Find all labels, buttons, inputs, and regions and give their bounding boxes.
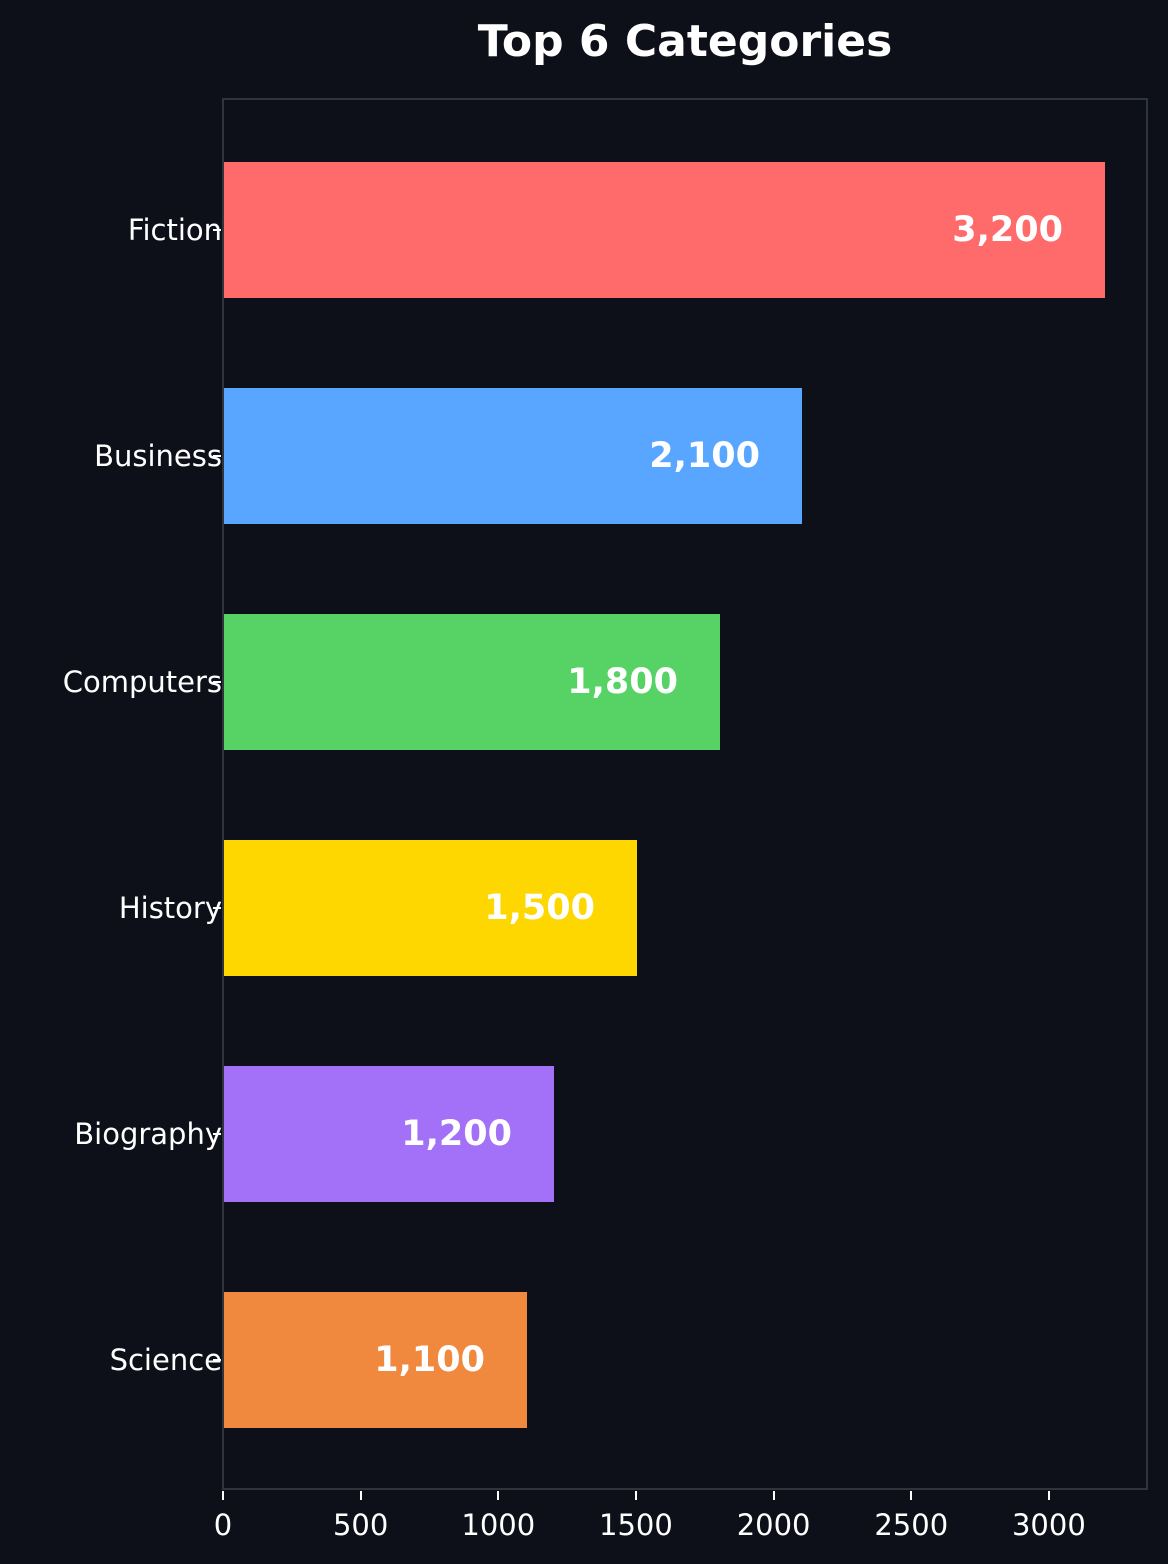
x-tick-mark	[910, 1491, 913, 1500]
plot-area	[222, 98, 1148, 1490]
x-tick-mark	[222, 1491, 224, 1500]
chart-title: Top 6 Categories	[477, 16, 893, 67]
bar-science: 1,100	[224, 1292, 527, 1428]
x-tick-label: 500	[332, 1508, 389, 1542]
y-tick-label: Business	[94, 439, 222, 473]
x-tick-label: 1000	[461, 1508, 536, 1542]
y-tick-mark	[213, 229, 221, 231]
x-tick-label: 2500	[874, 1508, 949, 1542]
bar-value-label: 2,100	[649, 436, 760, 476]
x-tick-mark	[634, 1491, 637, 1500]
x-tick-label: 0	[213, 1508, 233, 1542]
bar-computers: 1,800	[224, 614, 720, 750]
y-tick-label: Science	[109, 1343, 222, 1377]
y-tick-mark	[213, 455, 221, 457]
y-tick-mark	[213, 1359, 221, 1361]
x-tick-label: 1500	[599, 1508, 673, 1542]
x-tick-label: 2000	[736, 1508, 811, 1542]
y-tick-label: History	[118, 891, 222, 925]
y-tick-label: Fiction	[127, 213, 222, 247]
bar-value-label: 1,500	[484, 888, 595, 928]
y-tick-mark	[213, 681, 221, 683]
x-tick-label: 3000	[1011, 1508, 1086, 1542]
x-tick-mark	[497, 1491, 500, 1500]
y-tick-label: Computers	[62, 665, 222, 699]
bar-value-label: 3,200	[952, 210, 1063, 250]
y-tick-mark	[213, 907, 221, 909]
y-tick-label: Biography	[74, 1117, 222, 1151]
y-tick-mark	[213, 1133, 221, 1135]
bar-value-label: 1,800	[567, 662, 678, 702]
x-tick-mark	[359, 1491, 362, 1500]
bar-value-label: 1,200	[401, 1114, 512, 1154]
x-tick-mark	[1047, 1491, 1050, 1500]
x-tick-mark	[772, 1491, 775, 1500]
bar-biography: 1,200	[224, 1066, 554, 1202]
bar-business: 2,100	[224, 388, 802, 524]
bar-history: 1,500	[224, 840, 637, 976]
bar-fiction: 3,200	[224, 162, 1105, 298]
bar-value-label: 1,100	[374, 1340, 485, 1380]
